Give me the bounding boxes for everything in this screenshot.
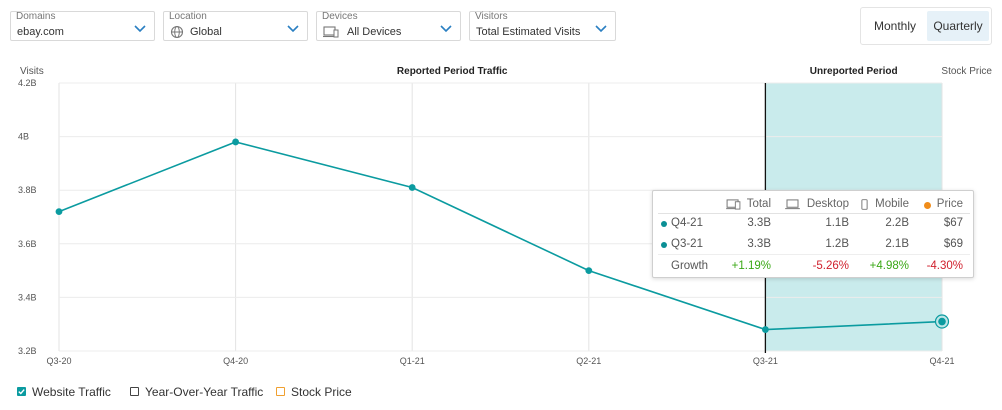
legend-label: Year-Over-Year Traffic — [145, 385, 264, 399]
period-toggle: Monthly Quarterly — [860, 7, 992, 45]
y-tick-label: 4.2B — [18, 78, 37, 88]
tooltip-row-desktop: 1.2B — [825, 238, 849, 250]
y2-axis-label: Stock Price — [941, 66, 992, 77]
devices-label: Devices — [322, 11, 358, 22]
reported-period-label: Reported Period Traffic — [397, 66, 508, 77]
tooltip-row-mobile: 2.2B — [885, 217, 909, 229]
data-point[interactable] — [408, 184, 416, 191]
x-tick-label: Q1-21 — [400, 356, 425, 366]
tooltip-growth-mobile: +4.98% — [869, 260, 909, 272]
y-tick-label: 3.2B — [18, 346, 37, 356]
chevron-down-icon — [287, 25, 299, 33]
tooltip-row-period: Q3-21 — [671, 238, 703, 250]
quarterly-button[interactable]: Quarterly — [927, 11, 989, 41]
tooltip-row-desktop: 1.1B — [825, 217, 849, 229]
y-tick-label: 3.8B — [18, 185, 37, 195]
visitors-label: Visitors — [475, 11, 508, 22]
location-label: Location — [169, 11, 207, 22]
x-tick-label: Q3-20 — [46, 356, 71, 366]
x-tick-label: Q4-20 — [223, 356, 248, 366]
legend-label: Stock Price — [291, 385, 352, 399]
price-dot-icon — [924, 202, 931, 209]
visitors-value: Total Estimated Visits — [476, 26, 581, 38]
chevron-down-icon — [440, 25, 452, 33]
legend-label: Website Traffic — [32, 385, 111, 399]
location-dropdown[interactable]: Location Global — [163, 11, 308, 41]
devices-value: All Devices — [347, 26, 402, 38]
tooltip-row-total: 3.3B — [747, 238, 771, 250]
website-traffic-line — [58, 141, 943, 331]
globe-icon — [170, 25, 184, 39]
data-point[interactable] — [938, 317, 946, 326]
monthly-button[interactable]: Monthly — [873, 19, 917, 33]
data-point[interactable] — [232, 138, 240, 146]
data-point[interactable] — [585, 267, 593, 274]
series-dot-icon — [661, 242, 667, 248]
tooltip-growth-total: +1.19% — [731, 260, 771, 272]
tooltip-growth-desktop: -5.26% — [812, 260, 849, 272]
chevron-down-icon — [134, 25, 146, 33]
x-tick-label: Q2-21 — [576, 356, 601, 366]
tooltip-row-price: $67 — [943, 217, 963, 229]
devices-dropdown[interactable]: Devices All Devices — [316, 11, 461, 41]
location-value: Global — [190, 26, 222, 38]
y-tick-label: 3.4B — [18, 292, 37, 302]
data-point[interactable] — [55, 208, 63, 216]
tooltip-row-mobile: 2.1B — [885, 238, 909, 250]
x-tick-label: Q3-21 — [753, 356, 778, 366]
domains-dropdown[interactable]: Domains ebay.com — [10, 11, 155, 41]
data-point[interactable] — [762, 326, 769, 333]
checkbox-icon[interactable] — [276, 387, 285, 396]
x-tick-label: Q4-21 — [929, 356, 954, 366]
laptop-icon — [785, 199, 800, 210]
unreported-period-label: Unreported Period — [810, 66, 898, 77]
tooltip-header-total: Total — [746, 198, 771, 210]
mobile-icon — [861, 199, 868, 210]
chevron-down-icon — [595, 25, 607, 33]
tooltip-growth-price: -4.30% — [926, 260, 963, 272]
devices-icon — [323, 26, 339, 38]
domains-label: Domains — [16, 11, 56, 22]
checkbox-icon[interactable] — [130, 387, 139, 396]
desktop-icon — [726, 199, 741, 210]
checkbox-checked-icon[interactable] — [17, 387, 26, 396]
series-dot-icon — [661, 221, 667, 227]
tooltip-header-desktop: Desktop — [806, 198, 849, 210]
y-axis-label: Visits — [20, 66, 44, 77]
domains-value: ebay.com — [17, 26, 64, 38]
visitors-dropdown[interactable]: Visitors Total Estimated Visits — [469, 11, 616, 41]
y-tick-label: 3.6B — [18, 239, 37, 249]
tooltip-growth-label: Growth — [671, 260, 709, 272]
tooltip-header-price: Price — [936, 198, 963, 210]
tooltip-row-period: Q4-21 — [671, 217, 703, 229]
tooltip-row-total: 3.3B — [747, 217, 771, 229]
tooltip-row-price: $69 — [943, 238, 963, 250]
y-tick-label: 4B — [18, 132, 29, 142]
data-tooltip: Total Desktop Mobile Price Q4-21 3.3B 1.… — [652, 190, 974, 278]
tooltip-header-mobile: Mobile — [875, 198, 909, 210]
